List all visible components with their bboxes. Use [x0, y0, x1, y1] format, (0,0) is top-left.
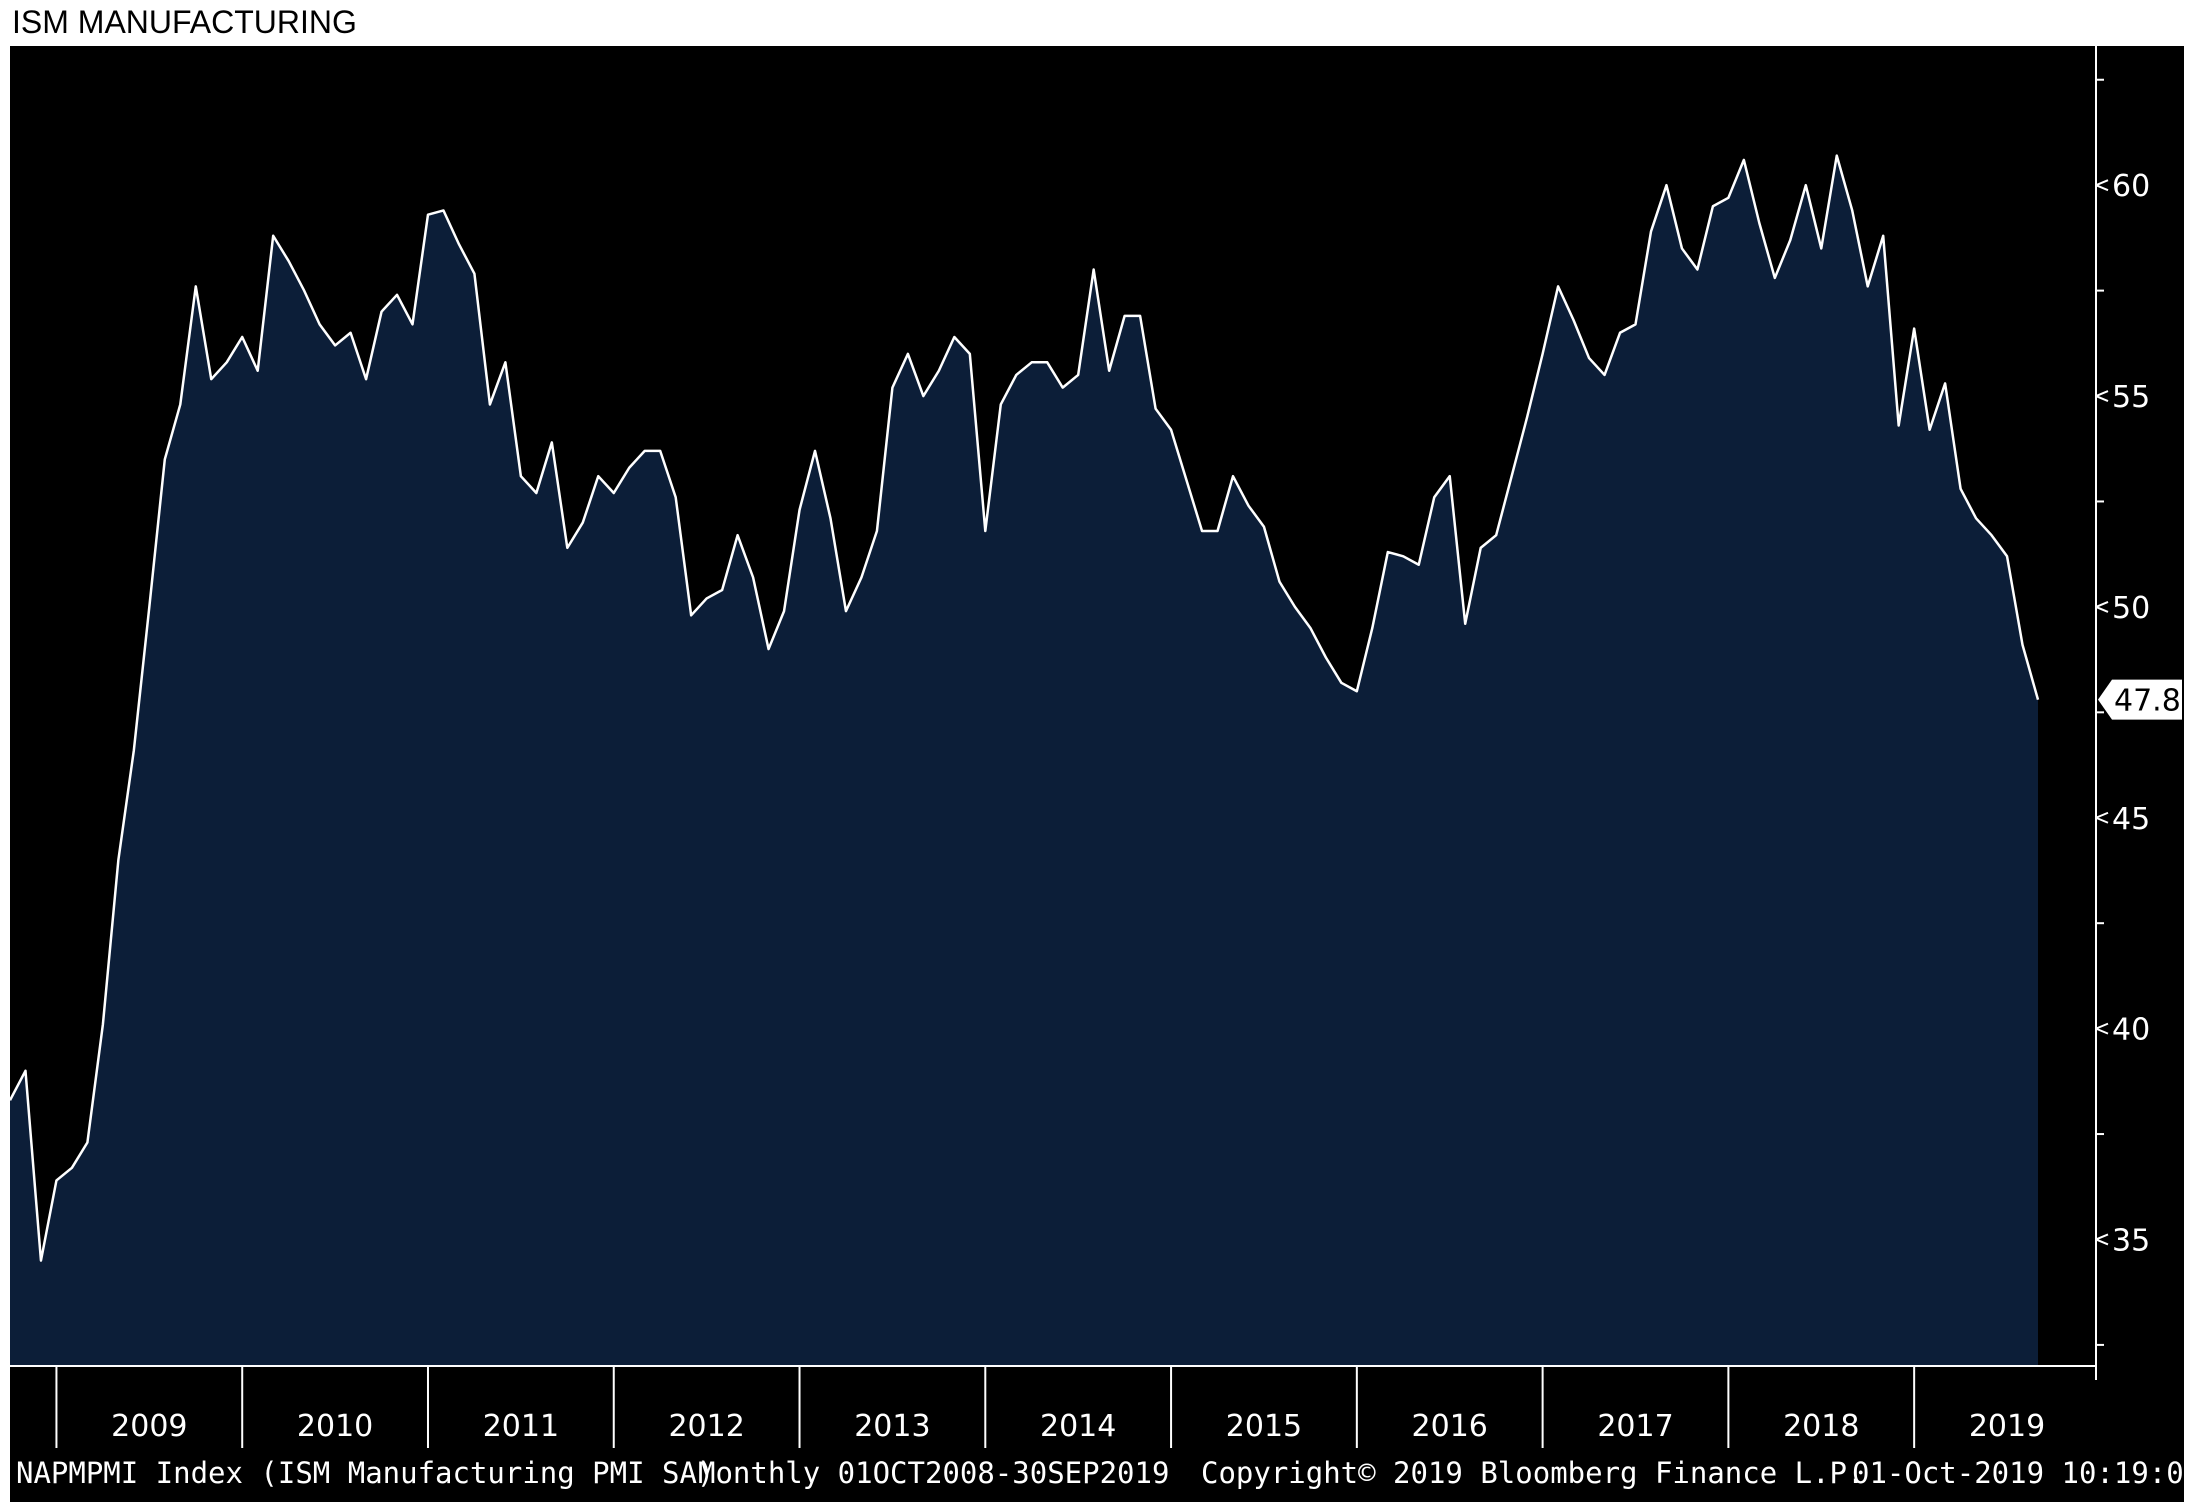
series-line	[10, 154, 2040, 1262]
footer-frequency-range: Monthly 01OCT2008-30SEP2019	[698, 1456, 1169, 1490]
x-axis: 2009 2010 2011 2012 2013 2014 2015 2016 2017 2018…	[10, 1365, 2096, 1448]
x-tick-label: 2018	[1783, 1409, 1859, 1444]
y-tick	[2095, 179, 2109, 192]
y-tick	[2095, 600, 2109, 613]
x-tick-label: 2009	[111, 1409, 187, 1444]
last-value-label: 47.8	[2114, 684, 2181, 719]
y-tick-label: 50	[2112, 591, 2150, 626]
chart-title: ISM MANUFACTURING	[12, 4, 357, 40]
footer-copyright: Copyright© 2019 Bloomberg Finance L.P.	[1201, 1456, 1864, 1490]
x-tick-label: 2016	[1412, 1409, 1488, 1444]
series-area	[10, 155, 2038, 1366]
y-tick-label: 35	[2112, 1223, 2150, 1258]
x-tick-label: 2015	[1226, 1409, 1302, 1444]
last-value-tag	[2098, 679, 2182, 720]
y-tick	[2095, 390, 2109, 402]
chart-panel: 35 40 45 50 55 60 2009 2010 2011 2012 2013 2014 201…	[10, 46, 2184, 1502]
x-tick-label: 2017	[1597, 1409, 1673, 1444]
y-tick-label: 60	[2112, 169, 2150, 204]
y-tick	[2095, 1233, 2109, 1246]
footer-timestamp: 01-Oct-2019 10:19:01	[1852, 1456, 2184, 1490]
x-tick-label: 2014	[1040, 1409, 1116, 1444]
x-tick-label: 2011	[483, 1409, 559, 1444]
y-tick-label: 45	[2112, 802, 2150, 837]
footer-series-desc: NAPMPMI Index (ISM Manufacturing PMI SA)	[16, 1456, 714, 1490]
x-tick-label: 2013	[854, 1409, 930, 1444]
footer: NAPMPMI Index (ISM Manufacturing PMI SA)…	[16, 1456, 2184, 1490]
last-value-marker: 47.8	[2098, 679, 2182, 720]
y-tick-label: 40	[2112, 1013, 2150, 1048]
x-tick-label: 2019	[1969, 1409, 2045, 1444]
x-tick-label: 2012	[668, 1409, 744, 1444]
y-axis: 35 40 45 50 55 60	[2095, 46, 2150, 1380]
y-tick-label: 55	[2112, 380, 2150, 415]
y-tick	[2095, 1022, 2109, 1035]
x-tick-label: 2010	[297, 1409, 373, 1444]
chart-svg: 35 40 45 50 55 60 2009 2010 2011 2012 2013 2014 201…	[10, 46, 2184, 1502]
y-tick	[2095, 811, 2109, 824]
